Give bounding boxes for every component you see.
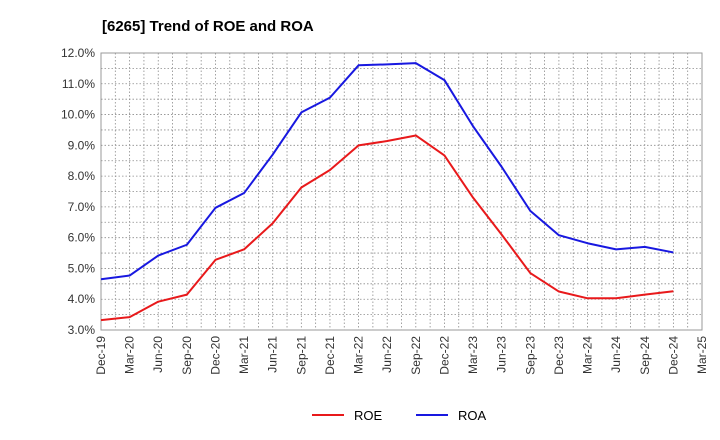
y-tick-label: 5.0% bbox=[68, 261, 96, 275]
x-tick-label: Mar-22 bbox=[352, 336, 366, 374]
x-tick-label: Mar-24 bbox=[581, 336, 595, 374]
chart-title: [6265] Trend of ROE and ROA bbox=[102, 18, 314, 35]
x-tick-label: Dec-24 bbox=[666, 336, 680, 375]
y-tick-label: 6.0% bbox=[68, 231, 96, 245]
x-tick-label: Sep-23 bbox=[523, 336, 537, 375]
x-tick-label: Mar-23 bbox=[466, 336, 480, 374]
x-tick-label: Sep-21 bbox=[294, 336, 308, 375]
y-axis-ticks: 3.0% 4.0% 5.0% 6.0% 7.0% 8.0% 9.0% 10.0% 11.0% 12… bbox=[61, 46, 95, 337]
x-tick-label: Dec-23 bbox=[552, 336, 566, 375]
x-axis-ticks: Dec-19 Mar-20 Jun-20 Sep-20 Dec-20 Mar-21 Jun-… bbox=[94, 336, 709, 375]
legend-label-roa: ROA bbox=[458, 408, 487, 423]
y-tick-label: 9.0% bbox=[68, 138, 96, 152]
y-tick-label: 8.0% bbox=[68, 169, 96, 183]
x-tick-label: Jun-22 bbox=[380, 336, 394, 373]
y-tick-label: 10.0% bbox=[61, 108, 95, 122]
x-tick-label: Mar-21 bbox=[237, 336, 251, 374]
series-lines bbox=[100, 62, 674, 322]
x-tick-label: Mar-20 bbox=[123, 336, 137, 374]
y-tick-label: 7.0% bbox=[68, 200, 96, 214]
x-tick-label: Dec-19 bbox=[94, 336, 108, 375]
x-tick-label: Sep-22 bbox=[409, 336, 423, 375]
y-tick-label: 3.0% bbox=[68, 323, 96, 337]
x-tick-label: Dec-20 bbox=[208, 336, 222, 375]
x-tick-label: Dec-21 bbox=[323, 336, 337, 375]
x-tick-label: Jun-21 bbox=[266, 336, 280, 373]
series-line-roe bbox=[100, 134, 674, 322]
x-tick-label: Jun-23 bbox=[495, 336, 509, 373]
legend: ROE ROA bbox=[312, 408, 487, 423]
y-tick-label: 12.0% bbox=[61, 46, 95, 60]
series-line-roa bbox=[100, 62, 674, 281]
x-tick-label: Mar-25 bbox=[695, 336, 709, 374]
y-tick-label: 11.0% bbox=[62, 77, 95, 91]
x-tick-label: Jun-20 bbox=[151, 336, 165, 373]
gridlines bbox=[101, 53, 702, 330]
x-tick-label: Jun-24 bbox=[609, 336, 623, 373]
x-tick-label: Dec-22 bbox=[437, 336, 451, 375]
legend-label-roe: ROE bbox=[354, 408, 383, 423]
x-tick-label: Sep-24 bbox=[638, 336, 652, 375]
x-tick-label: Sep-20 bbox=[180, 336, 194, 375]
y-tick-label: 4.0% bbox=[68, 292, 96, 306]
